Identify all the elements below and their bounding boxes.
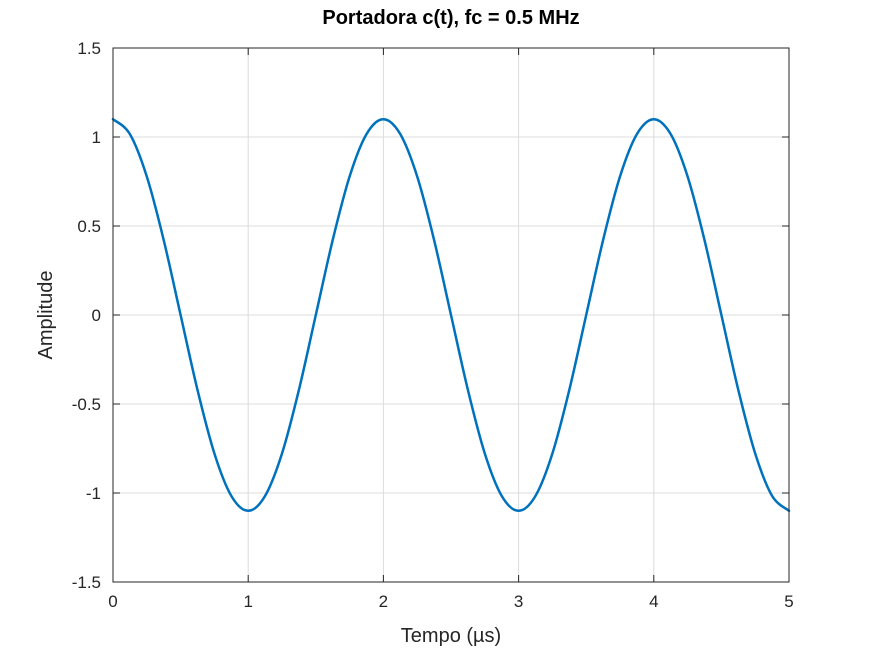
x-tick-label: 1 [243,592,252,611]
y-tick-label: -1 [86,484,101,503]
series-layer [111,117,791,513]
y-tick-label: 0.5 [77,217,101,236]
y-axis-label: Amplitude [35,271,57,360]
y-tick-label: 0 [92,306,101,325]
ticks [112,47,790,583]
y-tick-label: -1.5 [72,573,101,592]
tick-labels: 0 1 2 3 4 5 -1.5 -1 -0.5 0 0.5 1 1.5 [72,39,794,611]
x-tick-label: 3 [514,592,523,611]
chart-title: Portadora c(t), fc = 0.5 MHz [322,7,579,29]
y-tick-label: 1.5 [77,39,101,58]
x-tick-label: 0 [108,592,117,611]
x-axis-label: Tempo (µs) [401,625,501,647]
series-line-0 [111,117,791,513]
x-tick-label: 5 [784,592,793,611]
y-tick-label: -0.5 [72,395,101,414]
x-tick-label: 2 [379,592,388,611]
x-tick-label: 4 [649,592,658,611]
y-tick-label: 1 [92,128,101,147]
